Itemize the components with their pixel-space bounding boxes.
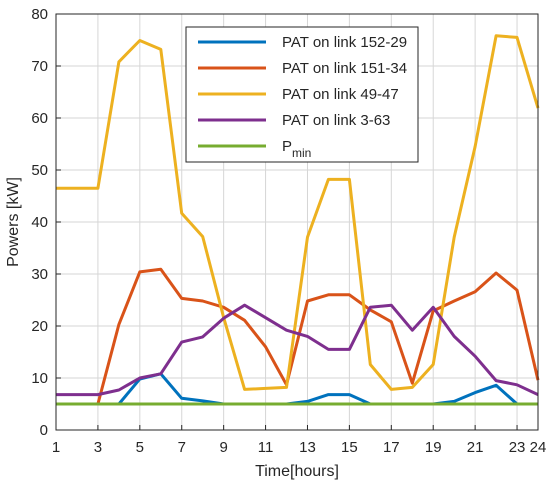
y-tick-label: 0 [40, 422, 48, 439]
legend-label-text: P [282, 138, 292, 155]
y-axis-label: Powers [kW] [5, 177, 22, 267]
x-tick-label: 24 [530, 439, 547, 456]
x-tick-label: 13 [299, 439, 316, 456]
x-tick-label: 3 [94, 439, 102, 456]
x-tick-label: 11 [258, 439, 274, 456]
x-axis-label: Time[hours] [255, 463, 339, 480]
x-tick-label: 17 [383, 439, 400, 456]
legend-label: PAT on link 152-29 [282, 34, 407, 51]
y-tick-label: 60 [31, 110, 48, 127]
legend-label-text: PAT on link 151-34 [282, 60, 407, 77]
y-tick-label: 40 [31, 214, 48, 231]
legend-label-subscript: min [292, 146, 311, 160]
series-line-4 [56, 303, 539, 397]
legend-label: Pmin [282, 138, 311, 160]
x-tick-label: 23 [509, 439, 526, 456]
series-lines [56, 34, 540, 406]
legend-label-text: PAT on link 3-63 [282, 112, 390, 129]
legend-label: PAT on link 3-63 [282, 112, 390, 129]
series-line-2 [56, 267, 540, 406]
y-tick-label: 30 [31, 266, 48, 283]
legend-label: PAT on link 49-47 [282, 86, 399, 103]
y-tick-label: 80 [31, 6, 48, 23]
x-tick-label: 9 [219, 439, 227, 456]
legend-label-text: PAT on link 152-29 [282, 34, 407, 51]
series-line-3 [56, 34, 540, 391]
y-tick-label: 70 [31, 58, 48, 75]
legend-label-text: PAT on link 49-47 [282, 86, 399, 103]
y-tick-label: 50 [31, 162, 48, 179]
x-tick-label: 21 [467, 439, 484, 456]
x-tick-label: 5 [136, 439, 144, 456]
x-tick-label: 19 [425, 439, 442, 456]
legend-label: PAT on link 151-34 [282, 60, 407, 77]
x-tick-label: 1 [52, 439, 60, 456]
x-tick-label: 7 [178, 439, 186, 456]
x-tick-label: 15 [341, 439, 358, 456]
legend: PAT on link 152-29 PAT on link 151-34 PAT … [185, 26, 419, 163]
y-tick-label: 20 [31, 318, 48, 335]
y-tick-label: 10 [31, 370, 48, 387]
